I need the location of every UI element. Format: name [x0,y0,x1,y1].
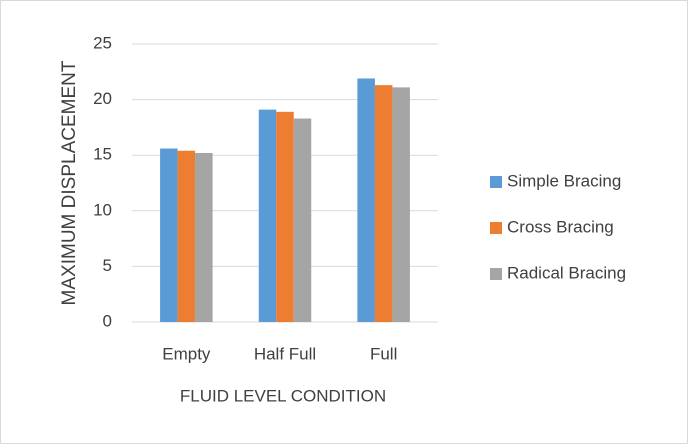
y-tick-label: 0 [103,311,112,330]
bar [177,150,196,322]
bar [392,87,410,322]
y-tick-label: 5 [103,256,112,275]
bar [195,152,213,322]
y-tick-label: 20 [93,89,112,108]
legend-swatch [490,176,502,188]
x-axis-title: FLUID LEVEL CONDITION [180,386,386,405]
bar [293,118,312,322]
y-tick-label: 15 [93,145,112,164]
legend-label: Simple Bracing [507,171,621,190]
bar [374,85,393,322]
legend-swatch [490,222,502,234]
bar [258,109,277,322]
legend-label: Radical Bracing [507,263,626,282]
x-tick-label: Half Full [254,344,316,363]
legend-label: Cross Bracing [507,217,614,236]
bar [276,111,294,322]
bar [357,78,375,322]
bar [160,148,178,322]
y-axis-title: MAXIMUM DISPLACEMENT [59,60,80,305]
legend-swatch [490,268,502,280]
y-tick-label: 25 [93,33,112,52]
x-tick-label: Full [370,344,397,363]
y-tick-label: 10 [93,200,112,219]
x-tick-label: Empty [162,344,211,363]
